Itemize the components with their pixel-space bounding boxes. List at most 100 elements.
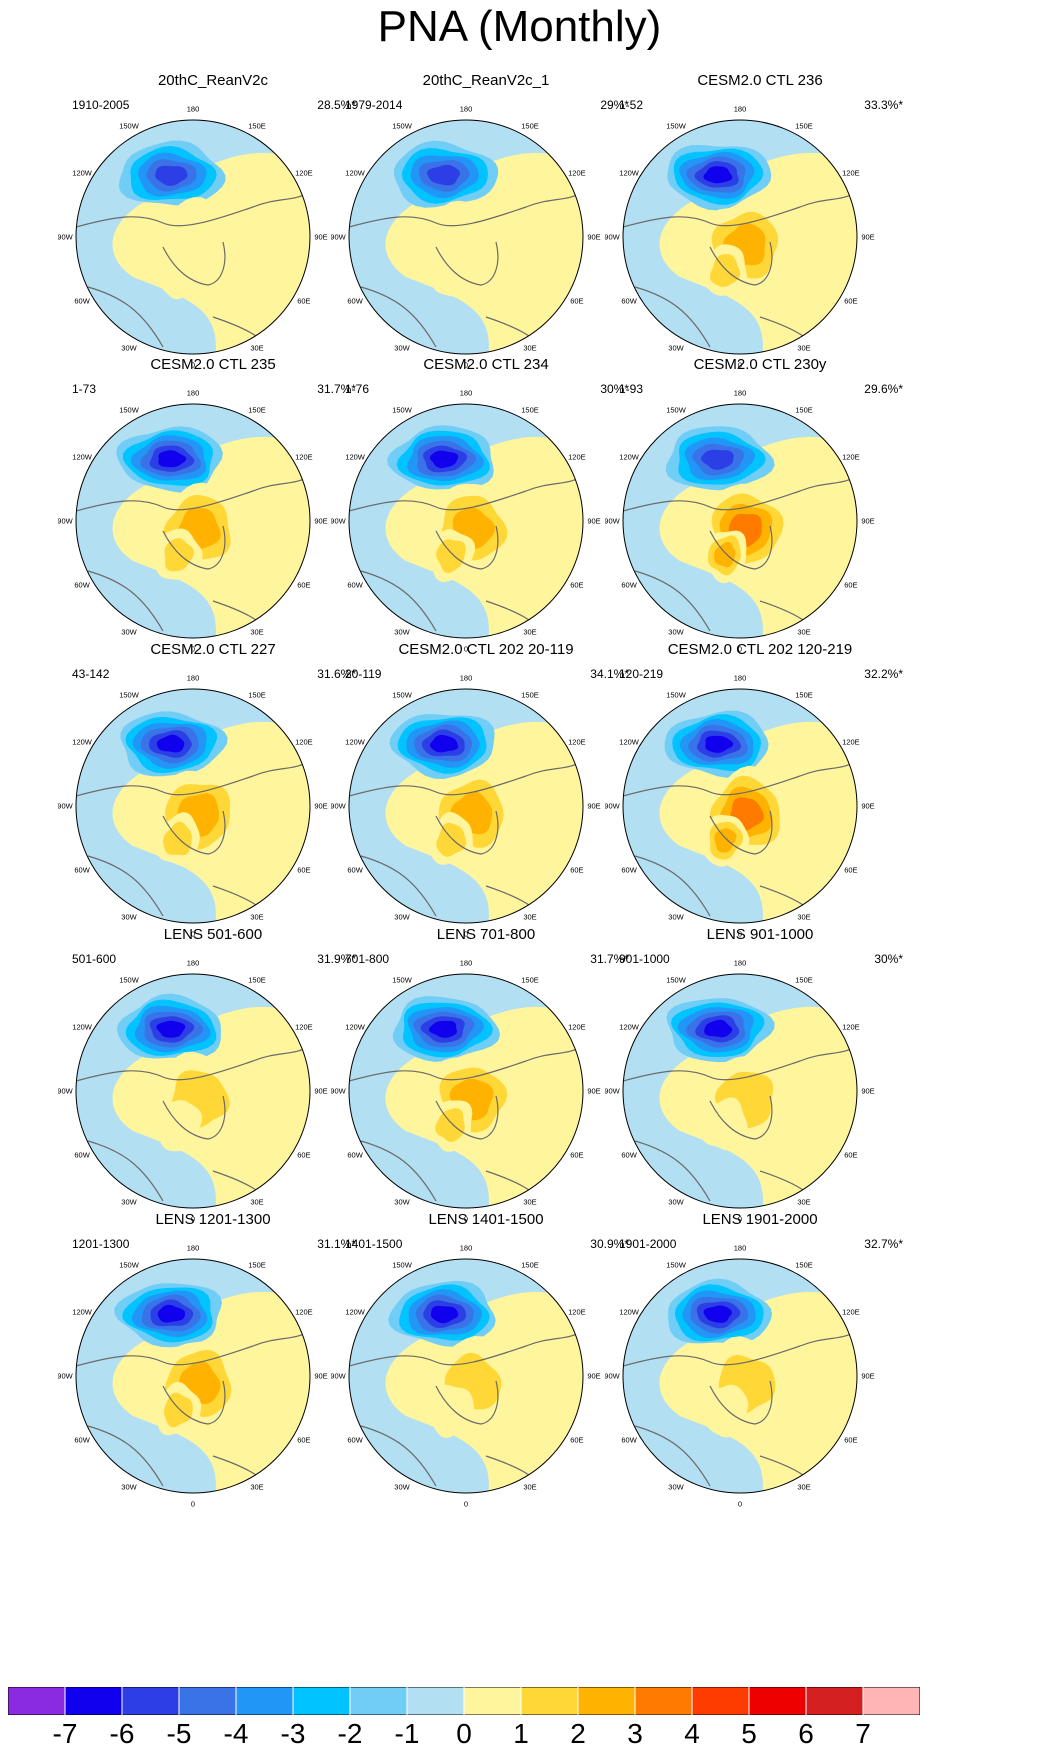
longitude-label: 180 — [734, 105, 747, 114]
positive-lobe-contour-1 — [156, 246, 201, 300]
longitude-label: 90W — [331, 233, 347, 242]
variance-label: 31.7%* — [317, 382, 356, 396]
longitude-label: 30W — [394, 343, 410, 352]
map-boundary — [348, 688, 584, 924]
colorbar-swatch — [65, 1687, 123, 1715]
longitude-label: 120W — [345, 453, 366, 462]
longitude-label: 150W — [666, 122, 687, 131]
longitude-label: 30W — [668, 1482, 684, 1491]
longitude-label: 120E — [295, 738, 313, 747]
contour-field — [76, 689, 310, 923]
colorbar-swatch — [464, 1687, 522, 1715]
longitude-label: 60W — [347, 866, 363, 875]
colorbar-swatch — [122, 1687, 180, 1715]
panel-title: LENS 501-600 — [163, 926, 263, 943]
coastline — [623, 760, 857, 797]
contour-field — [76, 120, 310, 354]
longitude-label: 0 — [464, 1500, 468, 1509]
colorbar-swatch — [407, 1687, 465, 1715]
panel-title: CESM2.0 CTL 202 20-119 — [398, 641, 574, 658]
contour-field — [623, 689, 857, 923]
polar-map: 180 150E 120E 90E 60E 30E 0 30W 60W 90W 120W 150W — [331, 959, 601, 1224]
longitude-label: 30E — [523, 343, 536, 352]
panel-title: LENS 1901-2000 — [702, 1211, 818, 1228]
colorbar-tick-label: -7 — [52, 1718, 78, 1749]
longitude-label: 90W — [605, 1087, 621, 1096]
longitude-label: 90E — [861, 1372, 874, 1381]
longitude-label: 0 — [191, 645, 195, 654]
longitude-label: 180 — [187, 674, 200, 683]
positive-lobe-contour-1 — [155, 1100, 203, 1152]
longitude-label: 90E — [587, 802, 600, 811]
longitude-label: 60E — [844, 297, 857, 306]
coastline — [349, 1045, 583, 1082]
variance-label: 29%* — [600, 98, 629, 112]
map-panel: CESM2.0 CTL 234 180 150E 120E 90E 60E 30E 0 30W 6… — [331, 356, 641, 672]
longitude-label: 30E — [523, 1482, 536, 1491]
longitude-label: 0 — [464, 1215, 468, 1224]
longitude-label: 150E — [795, 691, 813, 700]
negative-centre-contour-6 — [157, 1304, 186, 1323]
longitude-label: 90W — [605, 233, 621, 242]
positive-lobe-contour-2 — [709, 254, 741, 287]
longitude-label: 60E — [297, 1436, 310, 1445]
colorbar — [8, 1687, 920, 1715]
map-panel: LENS 1401-1500 180 150E 120E 90E 60E 30E 0 30W 60… — [331, 1211, 641, 1527]
positive-lobe-contour-1 — [427, 244, 474, 297]
longitude-label: 150W — [666, 691, 687, 700]
longitude-label: 90W — [605, 802, 621, 811]
longitude-label: 150E — [248, 691, 266, 700]
longitude-label: 120E — [842, 169, 860, 178]
longitude-label: 120E — [842, 453, 860, 462]
longitude-label: 150W — [392, 976, 413, 985]
longitude-label: 60W — [74, 1151, 90, 1160]
coastline — [435, 241, 499, 286]
coastline — [709, 525, 773, 570]
contour-field — [623, 974, 857, 1208]
colorbar-tick-label: 1 — [513, 1718, 529, 1749]
colorbar-swatch — [578, 1687, 636, 1715]
map-boundary — [622, 688, 858, 924]
period-label: 1901-2000 — [619, 1237, 677, 1251]
colorbar-tick-label: -2 — [337, 1718, 363, 1749]
longitude-label: 120E — [295, 453, 313, 462]
longitude-label: 0 — [738, 1500, 742, 1509]
longitude-label: 120W — [72, 169, 93, 178]
positive-lobe-contour-1 — [701, 1097, 748, 1151]
colorbar-swatch — [236, 1687, 294, 1715]
longitude-label: 30E — [797, 343, 810, 352]
colorbar-swatch — [806, 1687, 864, 1715]
longitude-label: 120W — [345, 1308, 366, 1317]
variance-label: 30%* — [600, 382, 629, 396]
longitude-label: 60W — [74, 581, 90, 590]
panel-title: CESM2.0 CTL 202 120-219 — [667, 641, 853, 658]
longitude-label: 30W — [394, 1482, 410, 1491]
colorbar-labels: -7 -6 -5 -4 -3 -2 -1 0 1 2 3 4 5 6 7 — [0, 1718, 1039, 1758]
longitude-label: 60W — [621, 1151, 637, 1160]
colorbar-tick-label: 0 — [456, 1718, 472, 1749]
longitude-label: 90E — [861, 802, 874, 811]
map-boundary — [348, 1258, 584, 1494]
longitude-label: 150E — [248, 1261, 266, 1270]
longitude-label: 90W — [605, 517, 621, 526]
colorbar-tick-label: 3 — [627, 1718, 643, 1749]
map-panel: 20thC_ReanV2c 180 150E 120E 90E 60E 30E 0 30W 60W… — [58, 72, 368, 388]
longitude-label: 30W — [668, 912, 684, 921]
map-boundary — [622, 1258, 858, 1494]
coastline — [349, 475, 583, 512]
colorbar-tick-label: -4 — [223, 1718, 249, 1749]
period-label: 43-142 — [72, 667, 110, 681]
map-panel: LENS 701-800 180 150E 120E 90E 60E 30E 0 30W 60W 9… — [331, 926, 641, 1242]
contour-field — [349, 120, 583, 354]
colorbar-tick-label: 5 — [741, 1718, 757, 1749]
polar-map: 180 150E 120E 90E 60E 30E 0 30W 60W 90W 120W 150W — [58, 1244, 328, 1509]
longitude-label: 90E — [861, 1087, 874, 1096]
longitude-label: 180 — [460, 674, 473, 683]
colorbar-swatch — [692, 1687, 750, 1715]
colorbar-tick-label: -5 — [166, 1718, 192, 1749]
map-boundary — [75, 403, 311, 639]
colorbar-swatch — [179, 1687, 237, 1715]
negative-centre-contour-6 — [158, 450, 187, 468]
longitude-label: 180 — [734, 1244, 747, 1253]
longitude-label: 30E — [797, 1482, 810, 1491]
